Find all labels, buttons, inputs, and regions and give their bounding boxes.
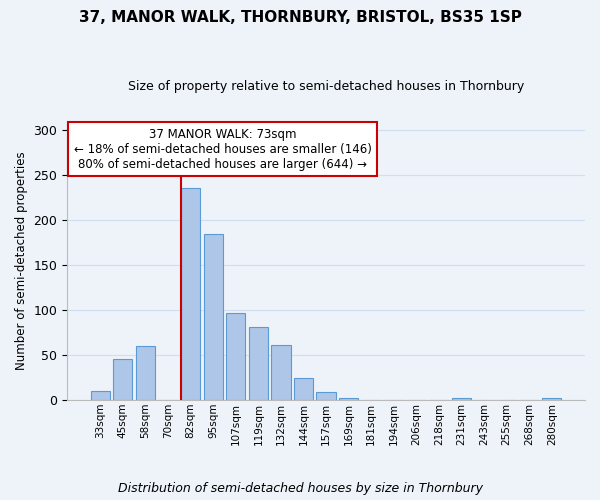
Bar (452, 398, 471, 400)
Y-axis label: Number of semi-detached properties: Number of semi-detached properties (15, 151, 28, 370)
Text: Distribution of semi-detached houses by size in Thornbury: Distribution of semi-detached houses by … (118, 482, 482, 495)
Text: 37, MANOR WALK, THORNBURY, BRISTOL, BS35 1SP: 37, MANOR WALK, THORNBURY, BRISTOL, BS35… (79, 10, 521, 25)
Bar (316, 392, 335, 400)
Bar (203, 234, 223, 400)
Title: Size of property relative to semi-detached houses in Thornbury: Size of property relative to semi-detach… (128, 80, 524, 93)
Text: 37 MANOR WALK: 73sqm
← 18% of semi-detached houses are smaller (146)
80% of semi: 37 MANOR WALK: 73sqm ← 18% of semi-detac… (74, 128, 371, 170)
Bar (249, 327, 268, 400)
Bar (339, 398, 358, 400)
Bar (136, 346, 155, 400)
Bar (271, 345, 290, 400)
Bar (294, 378, 313, 400)
Bar (91, 391, 110, 400)
Bar (113, 358, 133, 400)
Bar (542, 398, 562, 400)
Bar (181, 188, 200, 400)
Bar (226, 312, 245, 400)
